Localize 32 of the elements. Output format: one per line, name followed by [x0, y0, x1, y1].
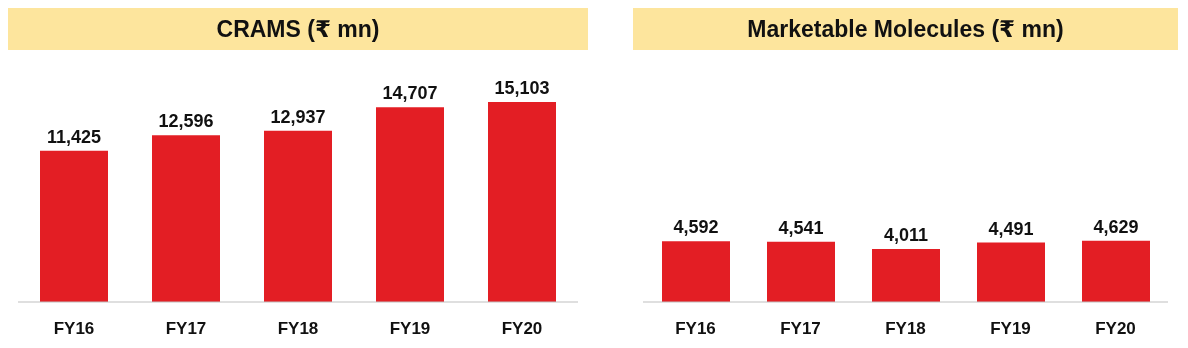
x-tick-label: FY17: [780, 319, 821, 339]
x-tick-label: FY19: [990, 319, 1031, 339]
x-tick-label: FY18: [885, 319, 926, 339]
bar: [1082, 240, 1150, 302]
bar: [40, 150, 108, 302]
data-label: 4,011: [883, 224, 929, 245]
bar: [872, 248, 940, 302]
x-tick-label: FY19: [389, 319, 431, 339]
data-label: 4,541: [778, 217, 824, 238]
chart-title: Marketable Molecules (₹ mn): [633, 8, 1178, 50]
x-tick-label: FY16: [675, 319, 716, 339]
data-label: 12,596: [158, 111, 214, 132]
data-label: 11,425: [46, 126, 102, 147]
data-label: 15,103: [494, 78, 550, 98]
bar: [264, 130, 332, 302]
bar: [767, 241, 835, 302]
bar: [977, 242, 1045, 302]
data-label: 4,491: [988, 218, 1034, 239]
data-label: 4,629: [1093, 216, 1139, 237]
x-tick-label: FY17: [165, 319, 207, 339]
bar: [152, 135, 220, 302]
x-tick-label: FY18: [277, 319, 319, 339]
data-label: 12,937: [270, 106, 326, 127]
x-tick-label: FY20: [501, 319, 543, 339]
x-tick-label: FY20: [1095, 319, 1136, 339]
bar: [488, 102, 556, 302]
x-tick-label: FY16: [53, 319, 95, 339]
chart-title: CRAMS (₹ mn): [8, 8, 588, 50]
data-label: 4,592: [673, 217, 719, 238]
data-label: 14,707: [382, 83, 438, 104]
bar: [662, 241, 730, 302]
bar: [376, 107, 444, 302]
